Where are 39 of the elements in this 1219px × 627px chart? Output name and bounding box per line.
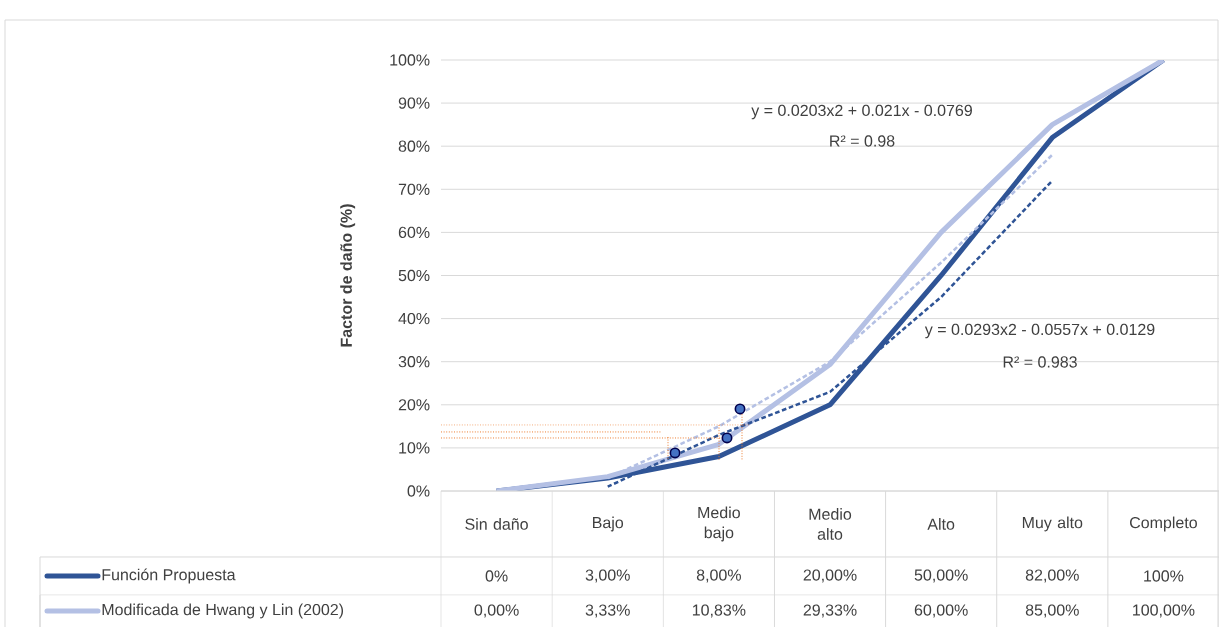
y-tick-label: 50% xyxy=(398,269,430,282)
x-tick-label: Alto xyxy=(927,518,955,530)
legend-label: Modificada de Hwang y Lin (2002) xyxy=(102,603,344,619)
x-tick-label: Bajo xyxy=(593,516,624,532)
x-tick-label: Medio bajo xyxy=(698,506,740,542)
y-tick-label: 30% xyxy=(398,356,430,368)
y-tick-label: 70% xyxy=(398,183,430,195)
data-label: 100,00% xyxy=(1133,604,1195,618)
legend-label: Función Propuesta xyxy=(102,568,236,584)
y-tick-label: 20% xyxy=(398,399,430,411)
data-label: 100% xyxy=(1144,570,1184,582)
data-label: 29,33% xyxy=(803,604,857,618)
data-label: 8,00% xyxy=(696,569,741,583)
x-tick-label: Medio alto xyxy=(809,508,852,540)
y-tick-label: 60% xyxy=(398,226,430,239)
data-label: 20,00% xyxy=(803,569,857,583)
annotation: R² = 0.983 xyxy=(1003,356,1077,368)
y-tick-label: 80% xyxy=(398,140,430,152)
y-tick-label: 90% xyxy=(398,97,430,109)
y-tick-label: 40% xyxy=(398,312,430,325)
y-tick-label: 100% xyxy=(390,54,430,66)
data-label: 50,00% xyxy=(914,569,968,583)
annotation: y = 0.0203x2 + 0.021x - 0.0769 xyxy=(751,104,972,120)
data-label: 82,00% xyxy=(1025,569,1079,583)
annotation: y = 0.0293x2 - 0.0557x + 0.0129 xyxy=(924,323,1155,339)
y-tick-label: 10% xyxy=(399,442,430,454)
data-label: 3,00% xyxy=(585,569,630,583)
x-tick-label: Completo xyxy=(1130,516,1197,532)
data-label: 0,00% xyxy=(474,604,519,618)
y-axis-title: Factor de daño (%) xyxy=(340,204,356,347)
data-label: 10,83% xyxy=(692,604,746,618)
data-label: 85,00% xyxy=(1025,604,1079,618)
data-label: 0% xyxy=(485,570,508,582)
data-label: 3,33% xyxy=(585,604,630,618)
x-tick-label: Sin daño xyxy=(465,518,528,530)
data-label: 60,00% xyxy=(914,604,968,618)
annotation: R² = 0.98 xyxy=(830,135,895,147)
y-tick-label: 0% xyxy=(407,485,430,497)
x-tick-label: Muy alto xyxy=(1022,516,1083,532)
